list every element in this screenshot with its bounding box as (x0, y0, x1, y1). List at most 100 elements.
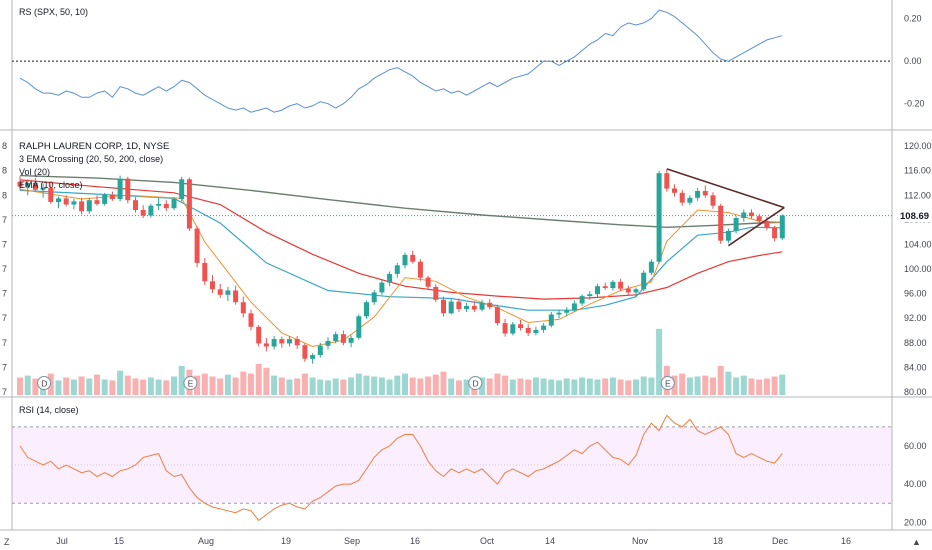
volume-bar (648, 377, 655, 395)
candle (595, 286, 600, 295)
event-marker[interactable] (660, 376, 675, 390)
event-marker[interactable] (37, 376, 52, 390)
indicator-ema-crossing-label[interactable]: 3 EMA Crossing (20, 50, 200, close) (19, 154, 163, 164)
volume-bar (209, 376, 216, 395)
price-pane[interactable]: 120.008116.008112.008108.007104.007100.0… (2, 141, 932, 397)
chevron-up-icon[interactable]: ▲ (912, 537, 921, 547)
candle (348, 337, 354, 343)
event-marker-label: E (188, 379, 194, 389)
indicator-ema10-label[interactable]: EMA (10, close) (19, 180, 83, 190)
left-scale-tick: 7 (2, 264, 7, 274)
candle (79, 201, 85, 212)
price-axis-tick: 120.00 (904, 141, 932, 151)
trendline-upper[interactable] (666, 168, 785, 209)
volume-bar (617, 379, 624, 395)
volume-bar (740, 375, 747, 395)
relative-strength-pane[interactable]: 0.20 0.00 -0.20 (12, 9, 925, 113)
rsi-pane[interactable]: 60.00 40.00 20.00 (12, 414, 927, 527)
rs-axis-tick: 0.20 (904, 14, 922, 24)
candle (32, 183, 38, 190)
last-price-value: 108.69 (900, 211, 929, 222)
event-marker[interactable] (183, 376, 198, 390)
candle (756, 216, 762, 222)
time-axis[interactable]: Jul 15 Aug 19 Sep 16 Oct 14 Nov 18 Dec 16 (56, 536, 851, 546)
volume-bar (155, 379, 162, 395)
candle (63, 198, 69, 205)
candle (102, 194, 108, 204)
left-scale-tick: 7 (2, 215, 7, 225)
volume-bar (463, 379, 470, 395)
time-axis-label: Aug (198, 536, 214, 546)
volume-bar (656, 328, 663, 395)
volume-bar (278, 377, 285, 395)
candle (541, 325, 547, 330)
candle (510, 324, 516, 334)
time-axis-label: 19 (281, 536, 291, 546)
volume-bar (402, 373, 408, 395)
candle (464, 305, 470, 309)
volume-bar (633, 379, 639, 395)
candle (56, 198, 61, 203)
volume-bar (24, 375, 31, 395)
candle (125, 178, 131, 201)
candle (194, 228, 200, 263)
candle (633, 289, 639, 293)
candle (579, 296, 585, 304)
volume-bar (386, 379, 393, 395)
volume-bar (679, 373, 686, 395)
volume-bar (248, 373, 254, 395)
candle (210, 281, 215, 290)
volume-bar (609, 377, 616, 395)
candle (256, 326, 262, 344)
candle (17, 181, 23, 187)
candle (117, 178, 123, 199)
volume-bar (502, 375, 509, 395)
candle (202, 262, 208, 282)
trendline-lower[interactable] (727, 206, 785, 247)
volume-bar (409, 377, 416, 395)
volume-bar (101, 379, 108, 395)
volume-bar (455, 380, 462, 395)
candle (325, 340, 331, 346)
candle (702, 191, 708, 196)
left-scale-tick: 7 (2, 313, 7, 323)
volume-bar (140, 379, 147, 395)
candle (71, 201, 77, 205)
candle (648, 261, 654, 273)
event-marker-label: E (665, 379, 671, 389)
candle (494, 307, 500, 324)
indicator-volume-label[interactable]: Vol (20) (19, 167, 50, 177)
volume-bar (532, 377, 539, 395)
volume-bar (556, 380, 562, 395)
ema20-line (19, 189, 783, 311)
candle (387, 274, 393, 283)
left-scale-tick: 8 (2, 141, 7, 151)
price-axis-tick: 100.00 (904, 264, 932, 274)
last-price-badge (893, 208, 932, 223)
volume-bar (117, 370, 124, 395)
volume-bar (432, 374, 439, 395)
volume-bar (232, 377, 239, 395)
rsi-line (19, 414, 783, 522)
volume-bar (702, 375, 709, 395)
candle (725, 230, 731, 241)
candle (86, 200, 92, 212)
price-axis-tick: 84.00 (904, 362, 927, 372)
candle (240, 302, 246, 314)
candle (171, 199, 177, 209)
volume-bar (686, 377, 693, 395)
volume-bar (171, 376, 177, 395)
candle (679, 192, 685, 203)
event-marker[interactable] (468, 376, 483, 390)
volume-bar (540, 378, 547, 395)
volume-bar (694, 376, 701, 395)
zoom-icon[interactable]: Z (4, 537, 10, 547)
volume-bar (178, 365, 185, 395)
rs-line (19, 9, 783, 113)
volume-bar (779, 374, 786, 395)
candle (40, 187, 46, 190)
candle (533, 329, 539, 333)
candle (779, 215, 785, 239)
candle (340, 334, 346, 343)
